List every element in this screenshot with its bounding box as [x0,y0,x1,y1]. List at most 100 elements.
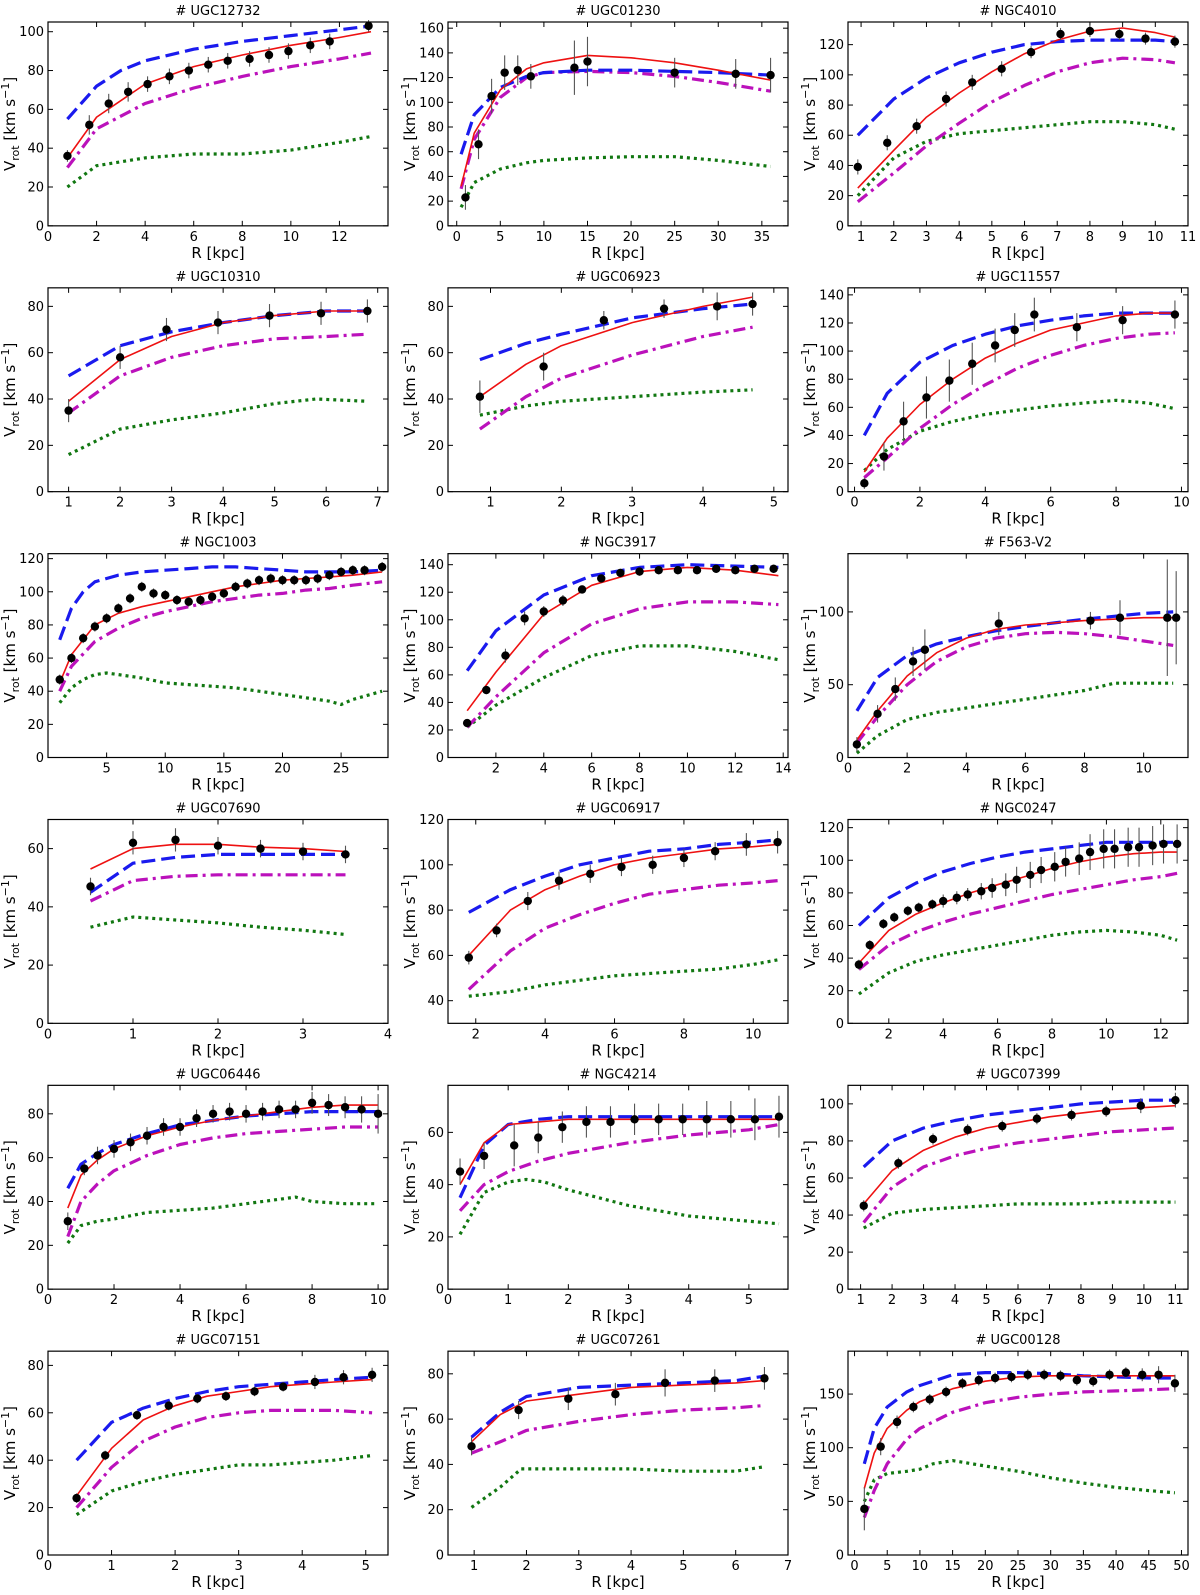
data-point [673,565,683,575]
data-point [115,353,125,362]
data-point [1123,843,1133,852]
x-tick-label: 12 [331,230,348,245]
panel-title: # UGC06446 [175,1067,260,1082]
plot-frame [447,287,789,493]
data-point [208,1109,218,1119]
data-point [313,574,322,583]
mond-curve [75,1375,373,1462]
x-tick-label: 7 [784,1559,792,1574]
y-axis-label: Vrot [km s−1] [399,1406,422,1500]
data-point [928,1134,938,1144]
data-point [914,903,923,912]
data-point [925,1395,934,1404]
y-axis-label: Vrot [km s−1] [399,874,422,968]
data-point [487,91,496,101]
baryonic-curve [856,120,1176,197]
y-tick-label: 80 [27,300,44,315]
data-point [274,1105,284,1114]
x-axis-label: R [kpc] [191,776,244,794]
y-tick-label: 100 [819,854,844,869]
x-tick-label: 4 [219,496,227,511]
data-point [659,304,669,313]
baryonic-curve [857,928,1178,996]
y-tick-label: 80 [27,618,44,633]
x-tick-label: 2 [557,496,565,511]
data-point [193,1394,202,1403]
data-point [539,362,548,371]
x-tick-label: 5 [679,1559,687,1574]
data-point [475,392,485,401]
y-tick-label: 100 [819,1097,844,1112]
y-tick-label: 0 [836,485,844,500]
x-tick-label: 4 [939,1027,947,1042]
panel-title: # UGC07151 [175,1333,260,1348]
x-tick-label: 10 [370,1293,387,1308]
data-point [891,684,900,694]
y-tick-label: 100 [819,605,844,620]
x-tick-label: 10 [283,230,300,245]
data-point [583,57,592,66]
baryonic-curve [855,681,1174,755]
x-tick-label: 20 [274,762,291,777]
x-tick-label: 0 [444,1293,452,1308]
x-tick-label: 12 [1153,1027,1170,1042]
data-point [742,840,751,849]
data-point [513,65,522,75]
data-point [207,592,217,601]
y-tick-label: 60 [427,346,444,361]
y-tick-label: 140 [819,288,844,303]
data-point [1085,26,1095,36]
data-point [711,564,721,574]
data-point [80,1164,89,1173]
y-tick-label: 40 [27,685,44,700]
x-tick-label: 3 [624,1293,632,1308]
x-tick-label: 11 [1180,230,1197,245]
x-tick-label: 45 [1140,1559,1157,1574]
y-tick-label: 80 [427,1367,444,1382]
rotation-curve-panel: # UGC00128 0 5 10 15 20 25 30 35 40 45 50 0 50 100 150 R… [799,1333,1190,1591]
data-point [109,1144,119,1154]
dark-halo-curve [467,879,778,991]
data-point [899,417,908,426]
y-tick-label: 20 [27,181,44,196]
x-tick-label: 4 [685,1293,693,1308]
y-tick-label: 0 [36,1283,44,1298]
data-point [974,1375,983,1385]
y-tick-label: 50 [827,678,844,693]
y-axis-label: Vrot [km s−1] [0,1140,22,1234]
baryonic-curve [862,1200,1176,1230]
data-point [654,565,663,575]
plot-frame [47,287,389,493]
x-tick-label: 2 [492,762,500,777]
panel-title: # UGC07690 [175,802,260,817]
data-point [241,1109,251,1119]
y-axis-label: Vrot [km s−1] [399,1140,422,1234]
y-tick-label: 100 [819,68,844,83]
y-tick-label: 0 [436,219,444,234]
data-point [774,1112,784,1121]
data-point [630,1115,639,1124]
x-tick-label: 8 [1077,1293,1085,1308]
y-tick-label: 80 [827,1134,844,1149]
y-tick-label: 40 [827,952,844,967]
plot-frame [847,21,1189,227]
data-point [1171,613,1181,622]
data-point [63,151,72,161]
data-point [509,1141,519,1150]
x-tick-label: 4 [141,230,149,245]
rotation-curve-panel: # NGC4214 0 1 2 3 4 5 0 20 40 60 R [kpc] Vrot [km s−… [399,1067,789,1325]
data-point [564,1394,573,1403]
y-tick-label: 60 [427,145,444,160]
y-tick-label: 40 [27,393,44,408]
data-point [660,1378,670,1388]
y-tick-label: 100 [819,345,844,360]
y-tick-label: 60 [27,103,44,118]
panel-title: # NGC4214 [580,1067,657,1082]
data-point [766,70,775,80]
data-point [1138,1370,1147,1379]
x-tick-label: 5 [770,496,778,511]
baryonic-curve [468,958,778,998]
data-point [994,619,1003,628]
data-point [278,575,287,585]
